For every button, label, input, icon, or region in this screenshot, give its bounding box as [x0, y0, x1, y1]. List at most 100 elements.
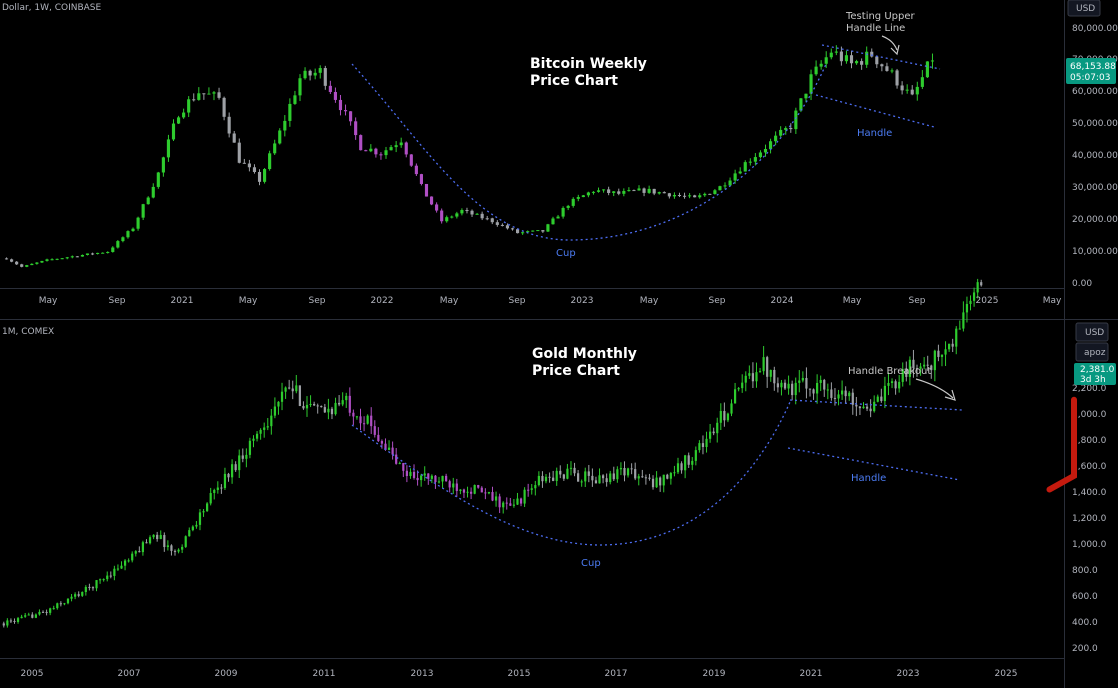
btc-candle-body: [758, 152, 763, 158]
gold-candle-body: [16, 618, 20, 622]
gold-x-tick-label: 2025: [995, 669, 1018, 679]
btc-candle-body: [900, 85, 904, 91]
btc-candle-body: [445, 217, 449, 222]
btc-candle-body: [85, 253, 90, 255]
btc-candle-body: [647, 188, 651, 193]
gold-y-tick-label: 1,000.0: [1072, 540, 1107, 550]
gold-candle-body: [808, 388, 812, 390]
btc-candle-body: [101, 252, 105, 254]
btc-candle-body: [161, 157, 165, 173]
btc-x-tick-label: Sep: [909, 296, 926, 306]
gold-candle-body: [227, 473, 230, 478]
btc-candle-body: [546, 224, 550, 232]
gold-candle-body: [27, 614, 30, 616]
gold-candle-body: [159, 535, 162, 540]
gold-annotation-cup: Cup: [581, 558, 601, 569]
gold-candle-body: [263, 427, 266, 430]
btc-handle-upper-line: [821, 44, 941, 70]
gold-candle-body: [694, 450, 697, 461]
btc-candle-body: [136, 217, 140, 229]
gold-candle-body: [769, 369, 772, 377]
btc-candle-body: [116, 241, 120, 248]
gold-candle-body: [81, 592, 84, 596]
btc-x-tick-label: May: [39, 296, 58, 306]
gold-candle-body: [295, 385, 298, 392]
gold-candle-body: [338, 402, 341, 405]
gold-candle-body: [427, 473, 430, 479]
btc-candle-body: [96, 252, 100, 254]
btc-candle-body: [288, 103, 292, 121]
gold-candle-body: [206, 503, 209, 512]
gold-y-tick-label: 1,200.0: [1072, 514, 1107, 524]
gold-candle-body: [63, 603, 66, 605]
gold-candle-body: [630, 468, 633, 470]
gold-candle-body: [605, 478, 608, 483]
gold-candle-body: [883, 385, 887, 402]
gold-candle-body: [345, 395, 348, 401]
btc-x-tick-label: 2024: [771, 296, 794, 306]
gold-candle-body: [523, 489, 526, 504]
gold-candle-body: [234, 464, 237, 471]
gold-candle-body: [780, 382, 783, 388]
gold-candle-body: [131, 553, 134, 561]
gold-candle-body: [416, 477, 419, 481]
gold-candle-body: [826, 389, 829, 391]
gold-candle-body: [95, 580, 98, 589]
gold-candle-body: [49, 608, 52, 613]
gold-candle-body: [673, 472, 676, 474]
gold-title-line1: Gold Monthly: [532, 346, 637, 362]
gold-scale-button[interactable]: [1075, 342, 1109, 362]
btc-candle-body: [561, 207, 565, 217]
btc-candle-body: [45, 259, 49, 261]
gold-candle-body: [273, 406, 277, 416]
gold-candle-body: [762, 357, 765, 372]
gold-candle-body: [2, 623, 5, 626]
btc-candle-body: [222, 97, 226, 117]
btc-candle-body: [409, 154, 413, 166]
btc-candle-body: [65, 257, 69, 259]
btc-candle-body: [622, 191, 626, 194]
btc-annotation-upper-line1: Testing Upper: [845, 11, 916, 22]
gold-candle-body: [9, 620, 13, 622]
gold-candle-body: [912, 359, 915, 369]
btc-y-tick-label: 60,000.00: [1072, 87, 1118, 97]
gold-candle-body: [113, 568, 116, 576]
btc-x-tick-label: 2021: [171, 296, 194, 306]
gold-candle-body: [173, 550, 177, 552]
btc-candle-body: [890, 70, 894, 72]
gold-candle-body: [163, 535, 166, 548]
btc-usd-button[interactable]: [1067, 0, 1101, 17]
gold-candle-body: [919, 366, 922, 369]
btc-candle-body: [531, 230, 535, 232]
btc-arrow-head: [890, 44, 900, 56]
btc-candle-body: [298, 78, 302, 96]
gold-candle-body: [291, 388, 294, 392]
btc-candle-body: [156, 172, 160, 187]
gold-candle-body: [609, 473, 612, 483]
gold-candle-body: [648, 477, 651, 479]
gold-usd-button[interactable]: [1075, 322, 1109, 342]
gold-candle-body: [555, 470, 558, 481]
gold-candle-body: [437, 481, 441, 483]
gold-candle-body: [288, 387, 291, 389]
gold-candle-body: [623, 468, 626, 476]
gold-candle-body: [905, 369, 908, 377]
gold-candle-body: [601, 475, 605, 479]
btc-candle-body: [343, 110, 348, 112]
gold-candle-body: [944, 349, 947, 355]
gold-candle-body: [812, 389, 815, 394]
gold-y-tick-label: 1,800.0: [1072, 436, 1107, 446]
gold-candle-body: [737, 388, 740, 390]
gold-candle-body: [41, 611, 45, 613]
gold-candle-body: [313, 403, 316, 406]
gold-candle-body: [594, 480, 598, 484]
btc-candle-body: [723, 185, 727, 187]
btc-candle-body: [693, 195, 697, 198]
btc-candle-body: [865, 51, 869, 65]
btc-handle-lower-line: [815, 94, 935, 128]
gold-price-tag: [1074, 363, 1116, 385]
gold-candle-body: [505, 502, 508, 504]
gold-candle-body: [898, 381, 901, 389]
btc-candle-body: [536, 230, 540, 232]
gold-candle-body: [387, 447, 391, 450]
